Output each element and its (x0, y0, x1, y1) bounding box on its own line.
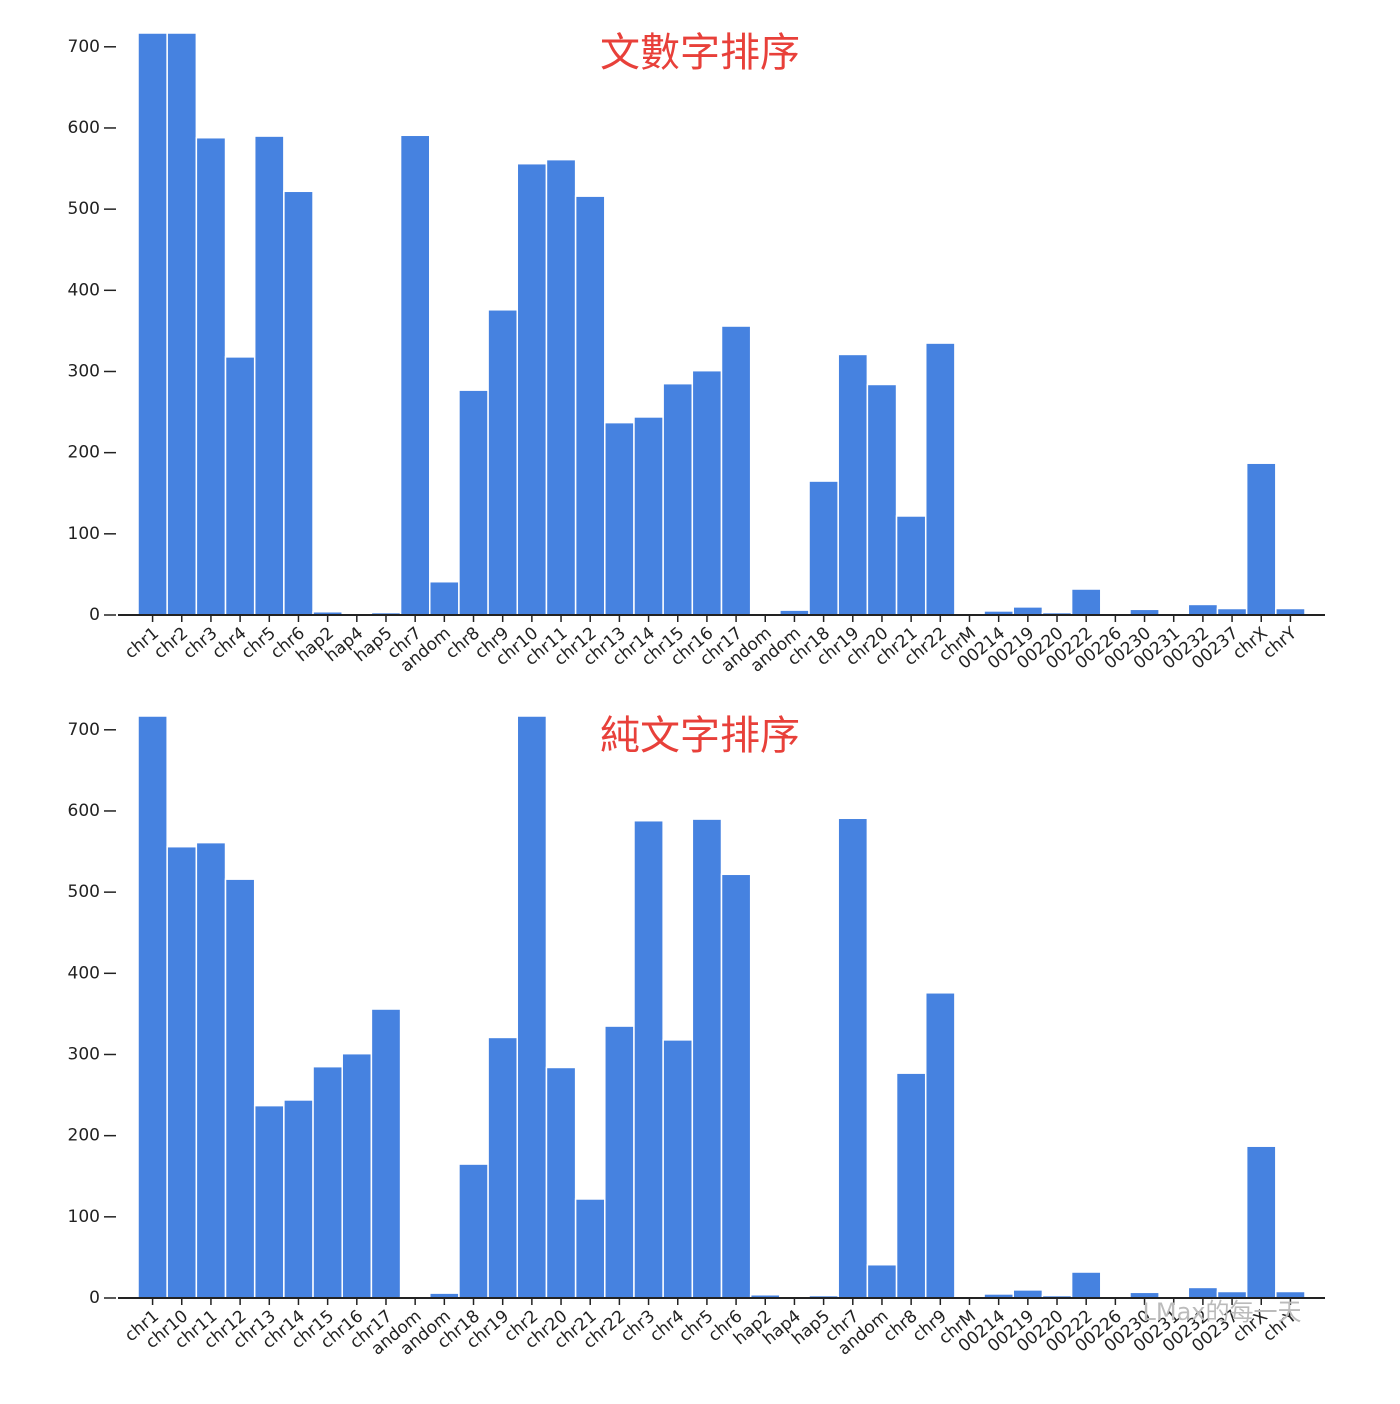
bar (137, 715, 168, 1299)
bar (253, 135, 285, 616)
bar (1070, 1271, 1102, 1299)
bar (720, 325, 752, 616)
bar (837, 817, 869, 1299)
bar (633, 416, 664, 616)
bar (283, 1099, 314, 1299)
bar (545, 158, 577, 616)
y-tick-label: 700 (68, 37, 100, 57)
y-tick-label: 0 (89, 1288, 100, 1308)
y-tick-label: 500 (68, 882, 100, 902)
bar (662, 1039, 694, 1299)
bar (574, 1198, 606, 1299)
bar (662, 382, 694, 616)
bar (516, 715, 548, 1299)
bar (1012, 1289, 1044, 1299)
bar (808, 480, 839, 616)
bar (283, 190, 314, 616)
bar (195, 136, 227, 616)
bar (866, 383, 898, 616)
y-tick-label: 300 (68, 361, 100, 381)
y-tick-label: 200 (68, 1126, 100, 1146)
chart-title: 純文字排序 (600, 713, 800, 759)
bar (1245, 1145, 1277, 1299)
bar (866, 1263, 898, 1299)
bar (604, 421, 635, 616)
y-tick-label: 100 (68, 524, 100, 544)
y-tick-label: 600 (68, 801, 100, 821)
y-tick-label: 0 (89, 605, 100, 625)
bar (195, 841, 227, 1299)
bar (253, 1104, 285, 1299)
bar (487, 1036, 519, 1299)
bar (224, 356, 256, 616)
bar (341, 1052, 373, 1299)
bar (691, 369, 723, 616)
bar (458, 389, 489, 616)
bar (166, 32, 198, 616)
y-tick-label: 200 (68, 443, 100, 463)
bar (1245, 462, 1277, 616)
bar (1187, 1286, 1219, 1299)
bar (574, 195, 606, 616)
y-tick-label: 700 (68, 720, 100, 740)
bar (370, 1008, 402, 1299)
bar (545, 1066, 577, 1299)
bar (633, 819, 664, 1299)
chart-title: 文數字排序 (600, 30, 800, 76)
bar (924, 992, 956, 1299)
bar (1070, 588, 1102, 616)
bar (137, 32, 168, 616)
bar (429, 580, 460, 616)
bar (924, 342, 956, 616)
y-tick-label: 400 (68, 963, 100, 983)
bar (895, 1072, 927, 1299)
bar (691, 818, 723, 1299)
y-tick-label: 100 (68, 1207, 100, 1227)
bar (1187, 603, 1219, 616)
bar (312, 1065, 343, 1299)
bar (166, 845, 198, 1299)
bar (399, 134, 431, 616)
bar (487, 309, 519, 616)
bar (516, 162, 548, 616)
y-tick-label: 400 (68, 280, 100, 300)
x-tick-label: chrY (1259, 623, 1301, 663)
bar (224, 878, 256, 1299)
bar (458, 1163, 489, 1299)
bar (895, 515, 927, 616)
bar (604, 1025, 635, 1299)
y-tick-label: 500 (68, 199, 100, 219)
y-tick-label: 600 (68, 118, 100, 138)
bar (720, 873, 752, 1299)
bar (837, 353, 869, 616)
bar (1012, 606, 1044, 616)
y-tick-label: 300 (68, 1044, 100, 1064)
watermark: LMax的每一天 (1143, 1298, 1302, 1326)
